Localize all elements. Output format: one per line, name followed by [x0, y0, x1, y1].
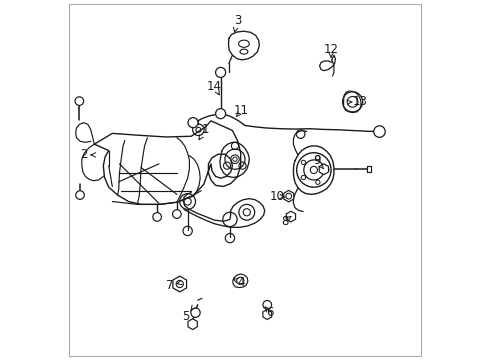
Text: 1: 1 [202, 123, 209, 136]
Polygon shape [284, 190, 294, 202]
Polygon shape [286, 211, 295, 222]
Text: 9: 9 [313, 154, 320, 167]
Circle shape [216, 67, 225, 77]
Text: 12: 12 [323, 42, 339, 55]
Text: 10: 10 [270, 190, 285, 203]
Text: 3: 3 [234, 14, 242, 27]
Polygon shape [188, 319, 197, 329]
Text: 14: 14 [207, 80, 222, 93]
Circle shape [75, 97, 84, 105]
Text: 7: 7 [166, 279, 173, 292]
Circle shape [216, 109, 225, 119]
Text: 6: 6 [267, 306, 274, 319]
Polygon shape [319, 164, 329, 175]
Circle shape [263, 301, 271, 309]
Circle shape [76, 191, 84, 199]
Circle shape [374, 126, 385, 137]
Text: 5: 5 [182, 310, 190, 324]
Polygon shape [173, 276, 187, 292]
Circle shape [188, 118, 198, 128]
Text: 8: 8 [281, 215, 288, 228]
Text: 13: 13 [352, 95, 367, 108]
Circle shape [172, 210, 181, 219]
Circle shape [153, 213, 161, 221]
Text: 11: 11 [234, 104, 249, 117]
Text: 2: 2 [80, 148, 87, 161]
Polygon shape [263, 310, 271, 319]
Circle shape [191, 308, 200, 318]
Text: 4: 4 [238, 276, 245, 289]
